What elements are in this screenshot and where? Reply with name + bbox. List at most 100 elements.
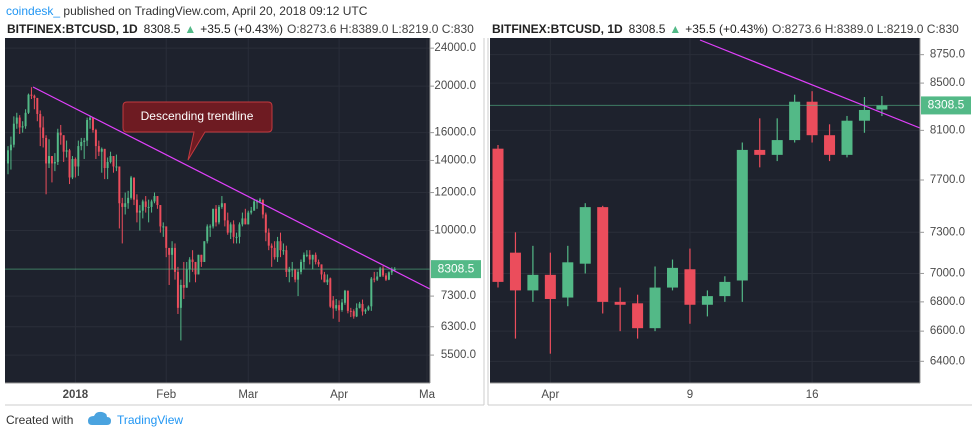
published: published on TradingView.com, April 20, … xyxy=(63,4,367,18)
candle-body xyxy=(311,254,314,260)
candle-body xyxy=(323,274,326,283)
candle-body xyxy=(209,226,212,228)
plot-area xyxy=(5,38,430,383)
candle-body xyxy=(276,241,279,258)
candle-body xyxy=(527,274,539,291)
candle-body xyxy=(150,201,153,207)
candle-body xyxy=(390,270,393,273)
candle-body xyxy=(382,268,385,276)
candle-body xyxy=(83,140,86,142)
y-tick-label: 24000.0 xyxy=(434,42,476,54)
candle-body xyxy=(332,300,335,309)
candle-body xyxy=(632,303,644,329)
y-tick-label: 20000.0 xyxy=(434,80,476,92)
candle-body xyxy=(841,120,853,155)
candle-body xyxy=(238,224,241,237)
candle-body xyxy=(297,271,300,280)
y-tick-label: 12000.0 xyxy=(434,187,476,199)
candle-body xyxy=(329,278,332,307)
last-price-label: 8308.5 xyxy=(438,261,475,275)
candle-body xyxy=(48,156,51,164)
candle-body xyxy=(736,149,748,281)
candle-body xyxy=(39,113,42,128)
candle-body xyxy=(45,137,48,164)
candle-body xyxy=(80,141,83,147)
callout xyxy=(122,101,273,161)
candle-body xyxy=(197,254,200,275)
candle-body xyxy=(182,284,185,288)
candle-body xyxy=(858,109,870,121)
candle-body xyxy=(267,232,270,246)
candle-body xyxy=(94,130,97,147)
candle-body xyxy=(355,307,358,317)
candle-body xyxy=(544,274,556,299)
legend: BITFINEX:BTCUSD, 1D 8308.5 ▲ +35.5 (+0.43%)… xyxy=(492,22,959,36)
candle-body xyxy=(256,201,259,203)
candle-body xyxy=(373,278,376,280)
candle-body xyxy=(384,275,387,280)
candle-body xyxy=(247,212,250,225)
candle-body xyxy=(220,203,223,207)
candle-body xyxy=(305,254,308,256)
candle-body xyxy=(352,311,355,317)
candle-body xyxy=(261,199,264,215)
candle-body xyxy=(124,203,127,207)
candle-body xyxy=(174,247,177,272)
candle-body xyxy=(667,267,678,288)
candle-body xyxy=(335,305,338,309)
candle-body xyxy=(370,278,373,307)
y-tick-label: 5500.0 xyxy=(441,349,476,361)
brand-logo xyxy=(88,411,111,425)
candle-body xyxy=(9,144,12,151)
candle-body xyxy=(349,310,352,312)
candle-body xyxy=(147,206,150,208)
candle-body xyxy=(771,140,783,155)
candle-body xyxy=(367,306,370,310)
candle-body xyxy=(241,218,244,225)
candle-body xyxy=(135,199,138,213)
candle-body xyxy=(300,261,302,272)
candle-body xyxy=(273,247,276,258)
candle-body xyxy=(115,166,118,168)
candle-body xyxy=(264,214,267,233)
arrow: ▲ xyxy=(184,22,196,36)
candle-body xyxy=(217,206,220,223)
candle-body xyxy=(376,276,379,280)
candle-body xyxy=(492,148,504,282)
candle-body xyxy=(56,132,59,162)
plot-layer xyxy=(490,38,920,383)
candle-body xyxy=(165,226,168,248)
candle-body xyxy=(203,241,206,262)
candle-body xyxy=(701,296,713,305)
candle-body xyxy=(270,245,273,248)
price: 8308.5 xyxy=(629,22,666,36)
candle-body xyxy=(212,208,215,227)
axes: 5500.0 6300.0 7300.0 10000.0 12000.0 14000.0 1… xyxy=(5,22,971,401)
candle-body xyxy=(232,224,235,237)
candle-body xyxy=(162,226,165,228)
candle-body xyxy=(308,254,311,260)
author[interactable]: coindesk_ xyxy=(6,4,60,18)
candle-body xyxy=(191,259,194,262)
candle-body xyxy=(27,94,30,113)
candle-body xyxy=(649,287,661,329)
created-with: Created with xyxy=(6,413,73,427)
candle-body xyxy=(12,123,15,145)
candle-body xyxy=(21,126,24,128)
callout-text: Descending trendline xyxy=(141,109,254,123)
y-tick-label: 8500.0 xyxy=(930,77,965,89)
candle-body xyxy=(235,236,238,238)
candle-body xyxy=(42,127,45,138)
x-tick-label: Apr xyxy=(330,389,348,401)
candle-body xyxy=(7,150,9,164)
symbol: BITFINEX:BTCUSD, 1D xyxy=(492,22,623,36)
candle-body xyxy=(106,161,109,169)
candle-body xyxy=(562,262,574,298)
candle-body xyxy=(118,166,121,204)
brand[interactable]: TradingView xyxy=(117,413,183,427)
candle-body xyxy=(206,226,209,242)
candle-body xyxy=(112,156,115,167)
x-tick-label: 9 xyxy=(687,389,693,401)
candle-body xyxy=(294,269,297,280)
